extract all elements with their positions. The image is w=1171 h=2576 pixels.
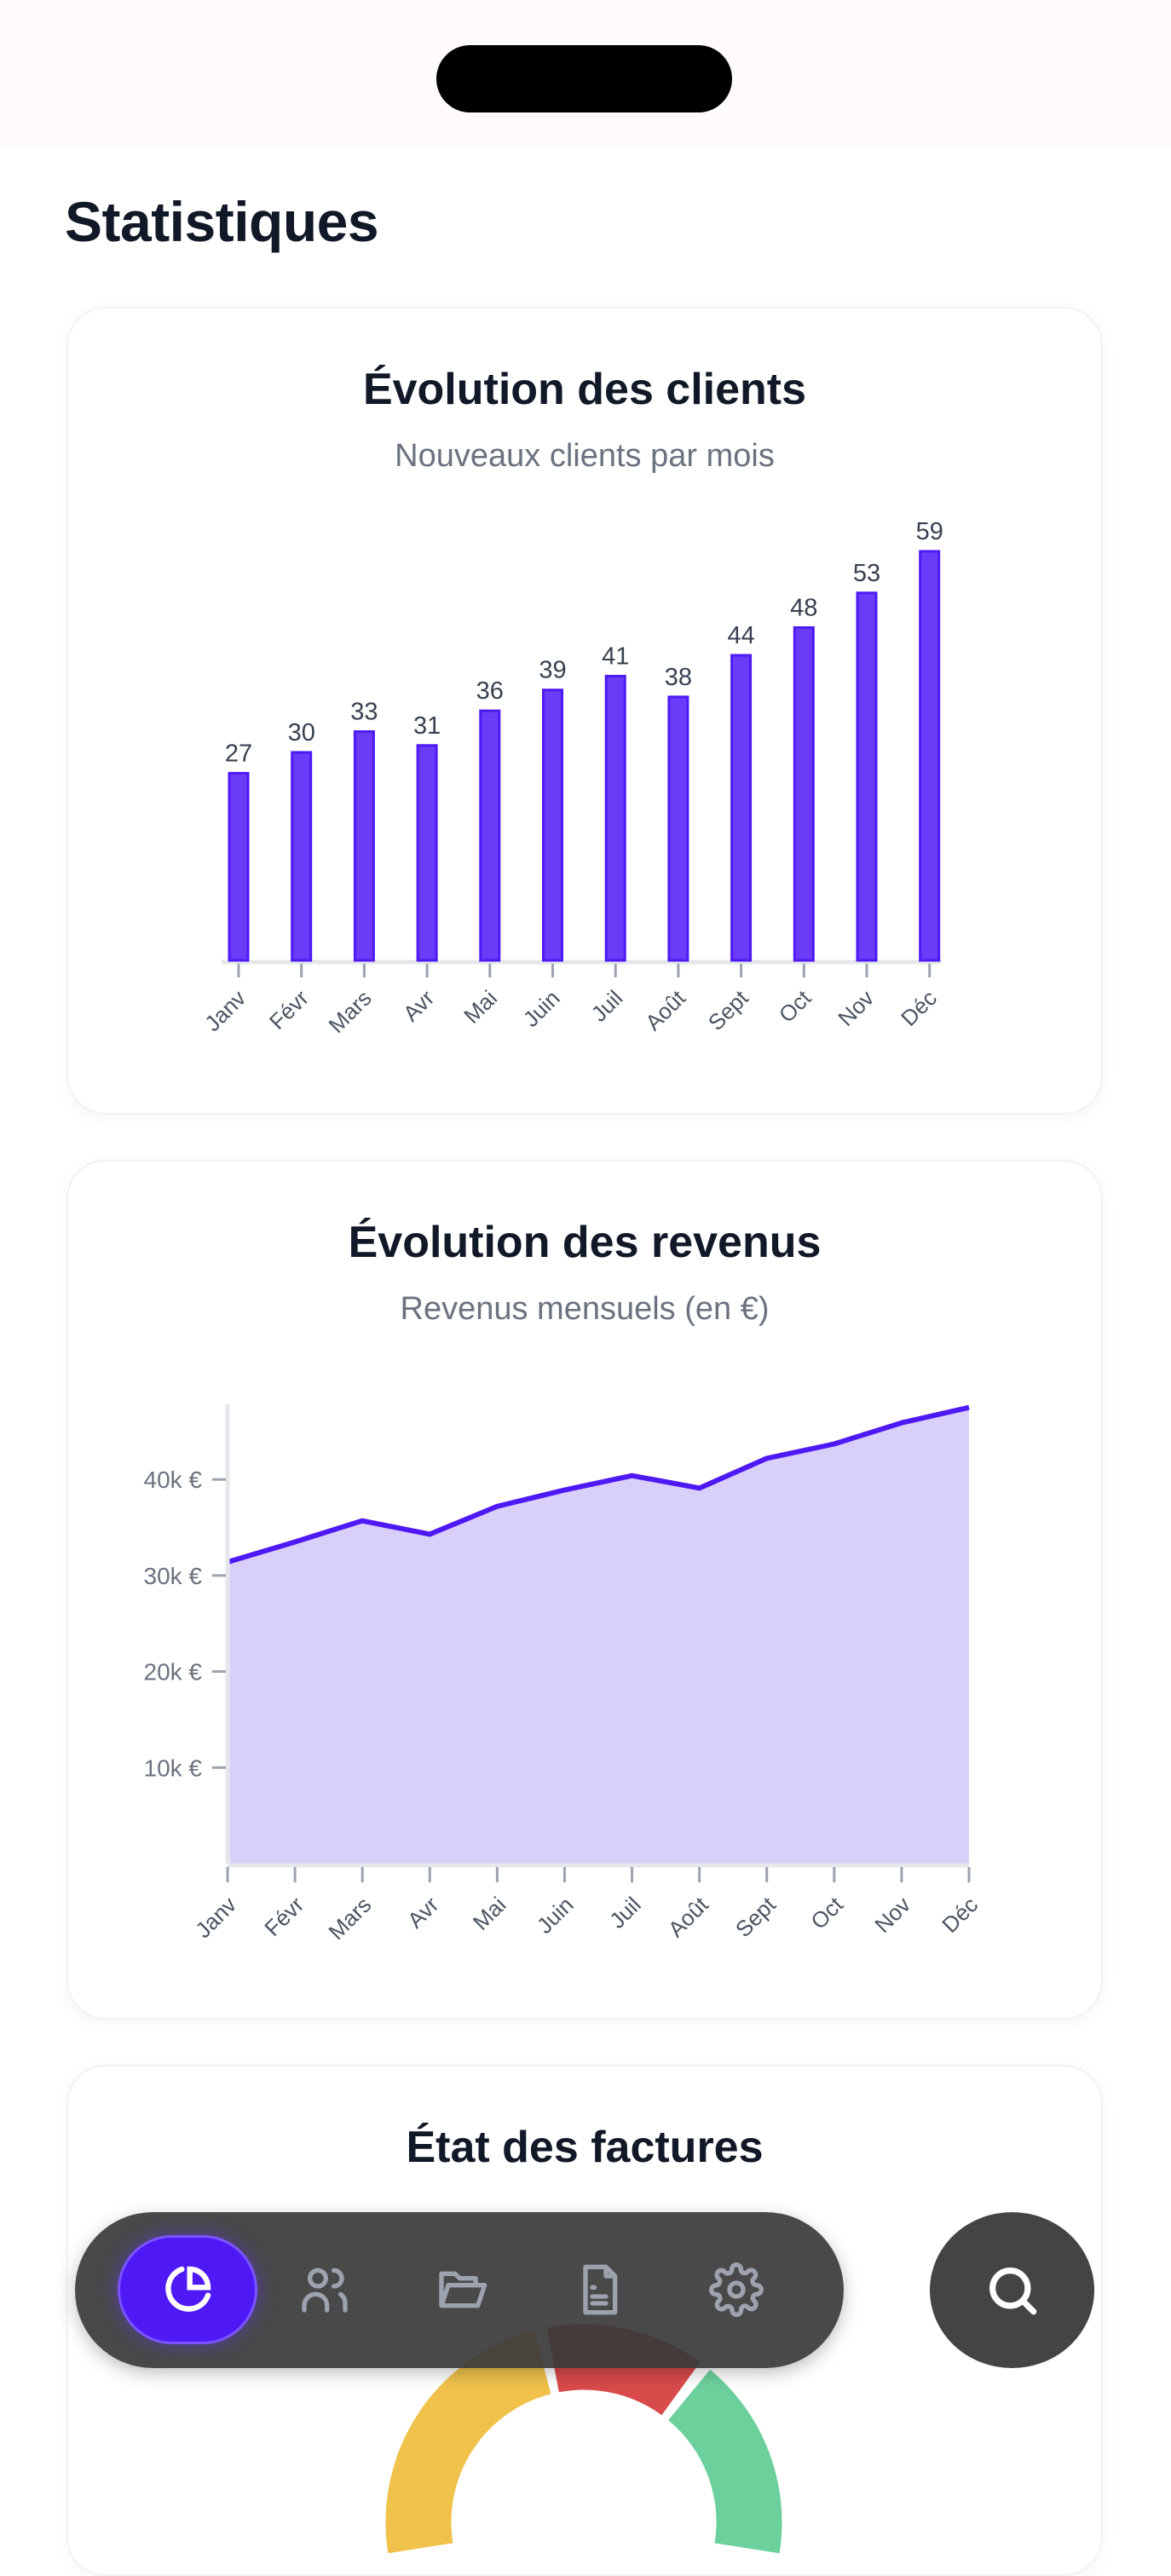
bar <box>353 730 375 962</box>
data-label: 30 <box>288 719 315 746</box>
x-tick-label: Févr <box>259 1892 309 1941</box>
gear-icon <box>709 2262 764 2317</box>
bar <box>604 674 626 962</box>
x-tick-label: Avr <box>398 985 440 1027</box>
bar <box>793 625 815 962</box>
chart-title: Évolution des revenus <box>348 1218 822 1267</box>
x-tick-label: Févr <box>264 985 314 1034</box>
donut-segment <box>667 2369 782 2554</box>
nav-clients[interactable] <box>255 2235 395 2344</box>
data-label: 33 <box>350 699 378 726</box>
nav-projects[interactable] <box>392 2235 532 2344</box>
y-tick-label: 10k € <box>144 1755 203 1781</box>
bar <box>667 695 689 962</box>
revenue-chart-card: Évolution des revenus Revenus mensuels (… <box>66 1160 1103 2020</box>
bottom-nav <box>75 2212 844 2368</box>
x-tick-label: Juil <box>586 985 628 1027</box>
data-label: 27 <box>225 740 252 767</box>
x-tick-label: Juin <box>518 985 565 1032</box>
chart-subtitle: Revenus mensuels (en €) <box>400 1291 770 1327</box>
pie-chart-icon <box>165 2266 211 2312</box>
x-tick-label: Oct <box>805 1891 848 1933</box>
nav-statistics[interactable] <box>118 2235 257 2344</box>
data-label: 36 <box>476 677 504 705</box>
x-tick-label: Sept <box>730 1891 782 1942</box>
bar-chart: 27 Janv 30 Févr 33 Mars 31 Avr 36 Mai 39 Juin 41 Juil… <box>199 518 943 1038</box>
x-tick-label: Nov <box>869 1892 915 1938</box>
status-bar <box>0 0 1171 148</box>
x-tick-label: Mars <box>323 1892 376 1945</box>
y-tick-label: 20k € <box>144 1659 203 1686</box>
donut-segment <box>385 2330 552 2554</box>
page-title: Statistiques <box>65 190 379 253</box>
x-tick-label: Sept <box>703 984 754 1035</box>
bar <box>479 709 501 962</box>
search-icon <box>989 2267 1036 2314</box>
x-tick-label: Oct <box>774 984 816 1027</box>
data-label: 38 <box>665 664 692 691</box>
data-label: 44 <box>727 622 754 649</box>
bar <box>856 591 878 962</box>
bar <box>416 744 438 962</box>
users-icon <box>302 2268 348 2313</box>
data-label: 53 <box>853 560 880 587</box>
clients-chart-card: Évolution des clients Nouveaux clients p… <box>66 307 1103 1115</box>
bar <box>542 689 563 962</box>
x-tick-label: Mai <box>459 985 502 1029</box>
dynamic-island <box>436 45 732 112</box>
data-label: 31 <box>413 712 441 740</box>
x-tick-label: Avr <box>402 1892 444 1933</box>
data-label: 39 <box>539 657 566 684</box>
x-tick-label: Juin <box>532 1892 579 1939</box>
x-tick-label: Août <box>663 1891 714 1942</box>
y-tick-label: 30k € <box>144 1563 203 1589</box>
folder-icon <box>439 2271 487 2308</box>
chart-subtitle: Nouveaux clients par mois <box>395 438 775 474</box>
chart-title: Évolution des clients <box>362 365 807 414</box>
x-tick-label: Janv <box>190 1892 241 1943</box>
x-tick-label: Juil <box>604 1892 646 1933</box>
data-label: 41 <box>602 643 629 670</box>
nav-invoices[interactable] <box>529 2235 669 2344</box>
area-chart: 10k € 20k € 30k € 40k € Janv Févr Mars Avr Mai Ju… <box>144 1404 983 1945</box>
search-button[interactable] <box>930 2212 1094 2368</box>
area-fill <box>228 1407 969 1864</box>
x-tick-label: Déc <box>937 1892 983 1938</box>
x-tick-label: Déc <box>896 985 942 1031</box>
x-tick-label: Mars <box>324 985 377 1038</box>
bar <box>291 751 313 962</box>
x-tick-label: Août <box>640 984 691 1035</box>
data-label: 48 <box>790 594 817 621</box>
x-tick-label: Mai <box>468 1892 511 1935</box>
nav-settings[interactable] <box>666 2235 806 2344</box>
y-tick-label: 40k € <box>144 1467 203 1493</box>
data-label: 59 <box>916 518 943 545</box>
x-tick-label: Nov <box>833 985 879 1031</box>
x-tick-label: Janv <box>199 985 251 1036</box>
chart-title: État des factures <box>406 2123 764 2172</box>
document-icon <box>583 2264 618 2315</box>
bar <box>919 550 941 962</box>
bar <box>730 654 753 962</box>
bar <box>228 771 250 962</box>
series-line <box>227 1404 970 1565</box>
